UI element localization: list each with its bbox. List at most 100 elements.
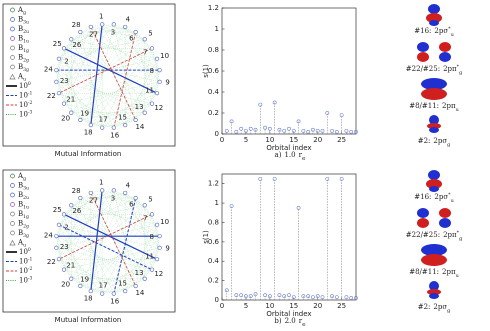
web-line bbox=[56, 236, 103, 294]
stem-marker bbox=[224, 288, 229, 293]
orbital-lobe bbox=[426, 13, 442, 23]
node-label: 4 bbox=[126, 181, 131, 189]
legend-label-part: 1u bbox=[23, 39, 29, 45]
legend-label: B1g bbox=[18, 210, 29, 220]
node-label: 27 bbox=[89, 196, 98, 204]
legend-label: B1u bbox=[18, 201, 29, 211]
web-line bbox=[80, 31, 103, 128]
node bbox=[111, 188, 116, 193]
node bbox=[78, 195, 83, 201]
legend-label: 10-3 bbox=[19, 276, 32, 285]
stem-marker bbox=[325, 176, 330, 181]
orbital-label-part: #8/#11: bbox=[409, 102, 439, 110]
orbital-label-part: #22/#25: bbox=[406, 65, 440, 73]
legend-label: Au bbox=[17, 239, 26, 249]
web-line bbox=[90, 26, 160, 82]
stem-marker bbox=[344, 128, 349, 133]
stem-marker bbox=[301, 294, 306, 299]
legend-label-part: B bbox=[18, 182, 23, 190]
orbital-label-part: g bbox=[447, 142, 450, 148]
node bbox=[133, 195, 138, 201]
legend-label: B2g bbox=[18, 54, 29, 64]
node-label: 3 bbox=[111, 194, 115, 202]
stem-marker bbox=[239, 293, 244, 298]
web-line bbox=[90, 258, 158, 292]
web-line bbox=[90, 26, 145, 40]
link-line bbox=[90, 26, 137, 121]
web-line bbox=[101, 24, 145, 113]
node-label: 23 bbox=[60, 77, 69, 85]
legend-marker bbox=[10, 26, 15, 32]
caption-part: b) bbox=[274, 317, 281, 325]
web-line bbox=[71, 235, 160, 279]
node-label: 25 bbox=[53, 206, 62, 214]
node-label: 14 bbox=[135, 123, 144, 131]
node bbox=[133, 117, 138, 123]
node bbox=[54, 68, 59, 73]
orbital-label-part: g bbox=[447, 308, 450, 314]
x-tick-label: 25 bbox=[337, 302, 346, 310]
node bbox=[54, 79, 59, 84]
web-line bbox=[71, 26, 126, 40]
node bbox=[111, 22, 116, 27]
web-line bbox=[56, 81, 153, 104]
stem-marker bbox=[229, 119, 234, 124]
y-tick-label: 0.2 bbox=[208, 277, 219, 285]
node bbox=[149, 267, 155, 272]
node-label: 9 bbox=[165, 79, 169, 87]
link-line bbox=[58, 213, 153, 260]
node bbox=[69, 37, 74, 42]
legend-label-part: B bbox=[18, 54, 23, 62]
legend-label-part: B bbox=[18, 201, 23, 209]
web-line bbox=[102, 24, 160, 71]
web-line bbox=[56, 247, 153, 270]
orbital-lobe bbox=[429, 115, 439, 125]
x-tick-label: 25 bbox=[337, 136, 346, 144]
web-line bbox=[113, 70, 160, 128]
node bbox=[100, 291, 105, 296]
legend-label-part: B bbox=[18, 44, 23, 52]
y-axis-label: s(1) bbox=[202, 230, 210, 244]
legend-label-part: 10 bbox=[19, 248, 28, 256]
web-line bbox=[71, 205, 158, 226]
node bbox=[149, 212, 155, 217]
y-tick-label: 0.4 bbox=[208, 257, 220, 265]
web-line bbox=[63, 190, 114, 215]
web-line bbox=[71, 39, 153, 104]
x-tick-label: 5 bbox=[244, 302, 248, 310]
node bbox=[100, 22, 105, 27]
node-label: 1 bbox=[99, 178, 103, 186]
node-label: 5 bbox=[148, 196, 152, 204]
web-line bbox=[63, 103, 136, 121]
legend-marker bbox=[10, 192, 15, 198]
web-line bbox=[63, 48, 81, 121]
orbital-lobe bbox=[439, 42, 451, 52]
x-tick-label: 5 bbox=[244, 136, 248, 144]
node-label: 7 bbox=[143, 49, 147, 57]
legend-label-part: A bbox=[17, 172, 24, 180]
stem-marker bbox=[287, 293, 291, 298]
orbital-label-part: 2pπ bbox=[442, 102, 456, 110]
orbital-label-part: * bbox=[448, 26, 451, 32]
link-line bbox=[113, 31, 137, 128]
orbital-lobe bbox=[421, 78, 447, 90]
legend-label-part: -1 bbox=[28, 257, 33, 263]
web-line bbox=[90, 26, 136, 121]
node-label: 22 bbox=[47, 258, 56, 266]
orbital-lobe bbox=[429, 127, 439, 133]
orbital-label: #16: 2pσ*u bbox=[414, 26, 453, 38]
node bbox=[54, 234, 59, 239]
legend-label: B1u bbox=[18, 35, 29, 45]
web-line bbox=[63, 269, 136, 287]
stem-marker bbox=[229, 204, 234, 208]
legend-label-part: B bbox=[18, 63, 23, 71]
orbital-label-part: #8/#11: bbox=[409, 268, 439, 276]
stem-marker bbox=[258, 102, 263, 107]
node bbox=[157, 68, 162, 73]
legend-marker bbox=[10, 183, 15, 188]
node bbox=[154, 56, 160, 61]
legend-label-part: -2 bbox=[28, 100, 33, 106]
node bbox=[100, 188, 105, 193]
web-line bbox=[63, 81, 160, 104]
plot-frame bbox=[221, 173, 357, 301]
